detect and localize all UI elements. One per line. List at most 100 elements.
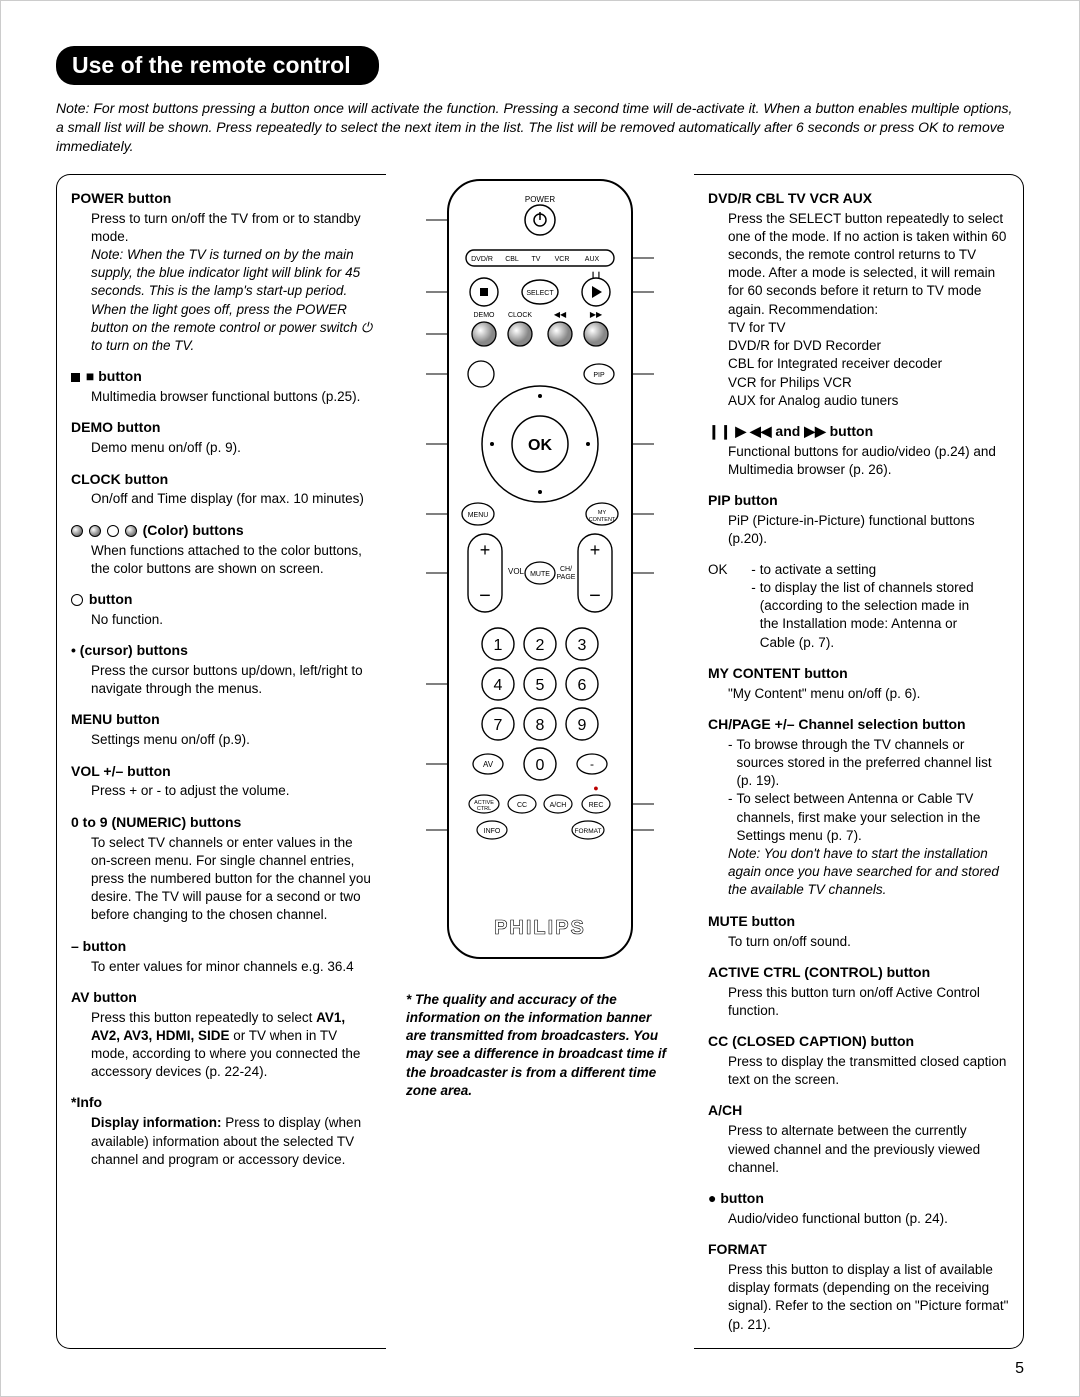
page-title: Use of the remote control [56,46,379,85]
heading: MUTE button [708,912,1009,931]
right-column: DVD/R CBL TV VCR AUX Press the SELECT bu… [694,174,1024,1349]
heading: AV button [71,988,372,1007]
note-text: Note: You don't have to start the instal… [728,845,1009,900]
section-dash: – button To enter values for minor chann… [71,937,372,976]
section-pip: PIP button PiP (Picture-in-Picture) func… [708,491,1009,548]
svg-text:OK: OK [528,437,552,454]
svg-text:A/CH: A/CH [550,802,567,809]
stop-icon [71,373,80,382]
list-item: DVD/R for DVD Recorder [728,338,881,353]
svg-text:0: 0 [536,757,545,774]
svg-text:PHILIPS: PHILIPS [494,917,586,939]
svg-text:MENU: MENU [468,512,489,519]
svg-text:SELECT: SELECT [526,290,554,297]
section-rec: ● button Audio/video functional button (… [708,1189,1009,1228]
body-text: Press to alternate between the currently… [708,1122,1009,1177]
body-text: When functions attached to the color but… [71,542,372,578]
svg-text:PIP: PIP [593,372,605,379]
heading: DEMO button [71,418,372,437]
svg-text:+: + [590,540,601,560]
svg-text:PAGE: PAGE [557,574,576,581]
heading: POWER button [71,189,372,208]
heading: OK [708,562,728,577]
heading: MY CONTENT button [708,664,1009,683]
section-av: AV button Press this button repeatedly t… [71,988,372,1082]
remote-column: POWER DVD/R CBL TV VCR AUX ❙❙ S [398,174,682,1349]
section-power: POWER button Press to turn on/off the TV… [71,189,372,356]
section-active: ACTIVE CTRL (CONTROL) button Press this … [708,963,1009,1020]
svg-text:CTRL: CTRL [477,806,491,812]
list-item: To select between Antenna or Cable TV ch… [737,790,1010,845]
heading: ■ button [86,368,142,384]
footnote: * The quality and accuracy of the inform… [398,991,682,1100]
svg-text:5: 5 [536,677,545,694]
body-text: Press the SELECT button repeatedly to se… [728,211,1006,317]
heading: CLOCK button [71,470,372,489]
svg-text:CBL: CBL [505,256,519,263]
section-mute: MUTE button To turn on/off sound. [708,912,1009,951]
section-mycontent: MY CONTENT button "My Content" menu on/o… [708,664,1009,703]
color-icon [125,525,137,537]
label-power: POWER [525,195,555,204]
list-item: AUX for Analog audio tuners [728,393,898,408]
body-text: To select TV channels or enter values in… [71,834,372,925]
section-ach: A/CH Press to alternate between the curr… [708,1101,1009,1177]
section-cursor: • (cursor) buttons Press the cursor butt… [71,641,372,698]
heading: *Info [71,1093,372,1112]
section-format: FORMAT Press this button to display a li… [708,1240,1009,1334]
body-text: Audio/video functional button (p. 24). [708,1210,1009,1228]
svg-text:AUX: AUX [585,256,600,263]
svg-text:6: 6 [578,677,587,694]
heading: PIP button [708,491,1009,510]
svg-text:CONTENT: CONTENT [589,517,616,523]
color-icon [89,525,101,537]
svg-text:VOL: VOL [508,567,525,576]
heading: ❙❙ ▶ ◀◀ and ▶▶ button [708,422,1009,441]
svg-text:-: - [590,757,594,771]
svg-text:INFO: INFO [484,828,501,835]
svg-text:−: − [479,585,491,607]
svg-text:−: − [589,585,601,607]
svg-text:DVD/R: DVD/R [471,256,493,263]
heading: VOL +/– button [71,762,372,781]
list-item: CBL for Integrated receiver decoder [728,356,942,371]
body-text: "My Content" menu on/off (p. 6). [708,685,1009,703]
heading: button [89,591,133,607]
heading: • (cursor) buttons [71,641,372,660]
svg-text:8: 8 [536,717,545,734]
section-chpage: CH/PAGE +/– Channel selection button To … [708,715,1009,900]
svg-text:▶▶: ▶▶ [590,310,603,319]
body-text: No function. [71,611,372,629]
page-number: 5 [1015,1360,1024,1378]
section-clock: CLOCK button On/off and Time display (fo… [71,470,372,509]
svg-text:7: 7 [494,717,503,734]
svg-text:TV: TV [532,256,541,263]
color-icon [107,525,119,537]
remote-diagram: POWER DVD/R CBL TV VCR AUX ❙❙ S [426,174,654,969]
svg-text:VCR: VCR [555,256,570,263]
body-text: Demo menu on/off (p. 9). [71,439,372,457]
svg-text:●: ● [593,783,598,793]
svg-text:2: 2 [536,637,545,654]
section-modes: DVD/R CBL TV VCR AUX Press the SELECT bu… [708,189,1009,410]
svg-text:AV: AV [483,760,494,769]
svg-text:◀◀: ◀◀ [554,310,567,319]
note-text: Note: When the TV is turned on by the ma… [91,247,372,353]
svg-text:1: 1 [494,637,503,654]
color-icon [71,525,83,537]
body-text: Press + or - to adjust the volume. [71,782,372,800]
svg-text:DEMO: DEMO [474,312,496,319]
section-numeric: 0 to 9 (NUMERIC) buttons To select TV ch… [71,813,372,925]
heading: FORMAT [708,1240,1009,1259]
svg-text:CH/: CH/ [560,566,572,573]
heading: CH/PAGE +/– Channel selection button [708,715,1009,734]
svg-text:CC: CC [517,802,527,809]
svg-text:+: + [480,540,491,560]
heading: DVD/R CBL TV VCR AUX [708,189,1009,208]
svg-text:4: 4 [494,677,503,694]
section-stop: ■ button Multimedia browser functional b… [71,367,372,406]
body-text: Press this button turn on/off Active Con… [708,984,1009,1020]
section-circle: button No function. [71,590,372,629]
body-text: On/off and Time display (for max. 10 min… [71,490,372,508]
heading: ACTIVE CTRL (CONTROL) button [708,963,1009,982]
